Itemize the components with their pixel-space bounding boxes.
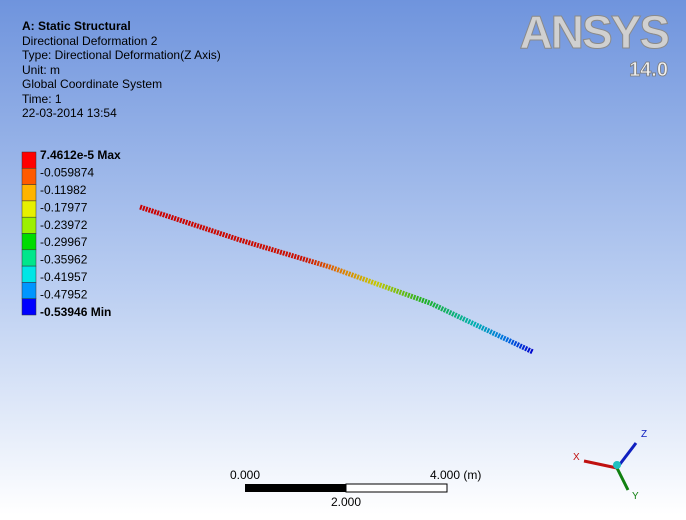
legend-label: 7.4612e-5 Max — [40, 148, 121, 162]
legend-swatch — [22, 299, 36, 315]
legend-label: -0.11982 — [40, 183, 87, 197]
legend-label: -0.17977 — [40, 200, 88, 214]
legend-swatch — [22, 282, 36, 298]
legend-swatch — [22, 185, 36, 201]
z-label: Z — [641, 429, 647, 440]
triad-origin — [613, 461, 621, 469]
legend-label: -0.53946 Min — [40, 305, 111, 319]
legend-label: -0.47952 — [40, 288, 88, 302]
header-line: Time: 1 — [22, 92, 62, 106]
header-title: A: Static Structural — [22, 19, 131, 33]
scale-middle: 2.000 — [331, 495, 361, 509]
legend-swatch — [22, 168, 36, 184]
header-line: Unit: m — [22, 63, 60, 77]
logo-version: 14.0 — [629, 59, 668, 81]
header-line: Global Coordinate System — [22, 77, 162, 91]
legend-swatch — [22, 234, 36, 250]
viewport: A: Static Structural Directional Deforma… — [0, 0, 686, 515]
scale-end: 4.000 (m) — [430, 468, 481, 482]
legend-swatch — [22, 201, 36, 217]
legend-swatch — [22, 217, 36, 233]
x-label: X — [573, 452, 580, 463]
header-line: Type: Directional Deformation(Z Axis) — [22, 48, 221, 62]
logo-brand: ANSYS — [520, 6, 669, 58]
scale-start: 0.000 — [230, 468, 260, 482]
legend-label: -0.059874 — [40, 165, 94, 179]
scale-bar-light — [346, 484, 447, 492]
header-line: 22-03-2014 13:54 — [22, 106, 117, 120]
page: A: Static Structural Directional Deforma… — [0, 0, 686, 520]
legend-label: -0.41957 — [40, 270, 88, 284]
header-line: Directional Deformation 2 — [22, 34, 158, 48]
legend-swatch — [22, 250, 36, 266]
legend-label: -0.35962 — [40, 253, 88, 267]
legend-swatch — [22, 152, 36, 168]
legend-swatch — [22, 266, 36, 282]
y-label: Y — [632, 491, 639, 502]
scale-bar-dark — [245, 484, 346, 492]
legend-label: -0.29967 — [40, 235, 88, 249]
legend-label: -0.23972 — [40, 218, 88, 232]
